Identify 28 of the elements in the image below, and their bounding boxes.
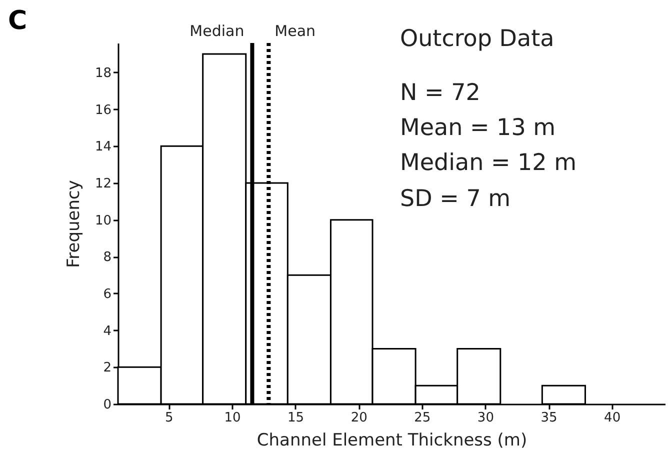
annotation: Outcrop Data xyxy=(400,26,554,52)
x-axis-title: Channel Element Thickness (m) xyxy=(256,430,528,450)
y-tick-label: 14 xyxy=(94,140,112,155)
y-tick-label: 0 xyxy=(103,398,112,412)
x-tick-label: 10 xyxy=(224,410,241,426)
ref-line-label: Median xyxy=(190,22,244,40)
y-tick-label: 18 xyxy=(94,66,112,81)
y-tick-label: 6 xyxy=(103,286,112,302)
x-tick-label: 40 xyxy=(604,410,621,426)
y-tick-label: 4 xyxy=(103,324,112,339)
ref-line-label: Mean xyxy=(274,22,316,40)
y-tick-label: 16 xyxy=(94,102,112,118)
x-tick-label: 20 xyxy=(350,410,368,426)
y-tick-label: 12 xyxy=(94,176,112,192)
x-tick-label: 30 xyxy=(477,410,494,426)
annotation: Median = 12 m xyxy=(400,150,577,176)
x-tick-label: 25 xyxy=(414,410,431,426)
y-tick-label: 10 xyxy=(94,213,112,228)
annotation: SD = 7 m xyxy=(400,186,511,212)
text: C xyxy=(8,6,28,36)
x-tick-label: 35 xyxy=(540,410,558,426)
y-tick-label: 8 xyxy=(103,250,112,266)
x-tick-label: 5 xyxy=(165,410,174,426)
x-tick-label: 15 xyxy=(287,410,304,426)
y-axis-title: Frequency xyxy=(64,180,84,268)
annotation: N = 72 xyxy=(400,80,480,106)
y-tick-label: 2 xyxy=(103,360,112,376)
annotation: Mean = 13 m xyxy=(400,115,556,141)
